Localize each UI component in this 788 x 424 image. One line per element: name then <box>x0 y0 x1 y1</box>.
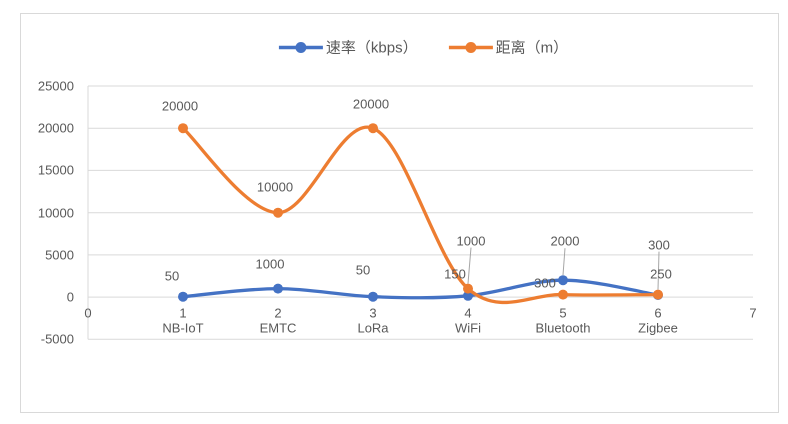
legend-item-distance[interactable]: 距离（m） <box>448 37 569 58</box>
rate-data-point-EMTC[interactable] <box>273 283 283 294</box>
rate-data-point-LoRa[interactable] <box>368 291 378 302</box>
rate-data-point-WiFi[interactable] <box>463 290 473 301</box>
label-leader-line <box>657 251 660 290</box>
distance-data-point-EMTC[interactable] <box>273 207 283 218</box>
chart-legend: 速率（kbps） 距离（m） <box>278 37 568 58</box>
legend-label-distance: 距离（m） <box>495 39 569 57</box>
legend-item-rate[interactable]: 速率（kbps） <box>278 37 418 58</box>
distance-data-point-Bluetooth[interactable] <box>558 289 568 300</box>
legend-label-rate: 速率（kbps） <box>325 39 418 57</box>
rate-data-point-Bluetooth[interactable] <box>558 275 568 286</box>
distance-data-point-NB-IoT[interactable] <box>178 123 188 134</box>
label-leader-line <box>467 247 472 284</box>
rate-data-point-NB-IoT[interactable] <box>178 291 188 302</box>
label-leader-line <box>562 248 566 276</box>
rate-series-line <box>181 278 660 300</box>
distance-data-point-Zigbee[interactable] <box>653 289 663 300</box>
distance-series-marker-icon <box>448 41 493 53</box>
distance-data-point-WiFi[interactable] <box>463 283 473 294</box>
distance-series-line <box>181 125 660 305</box>
rate-series-marker-icon <box>278 41 323 53</box>
distance-data-point-LoRa[interactable] <box>368 123 378 134</box>
